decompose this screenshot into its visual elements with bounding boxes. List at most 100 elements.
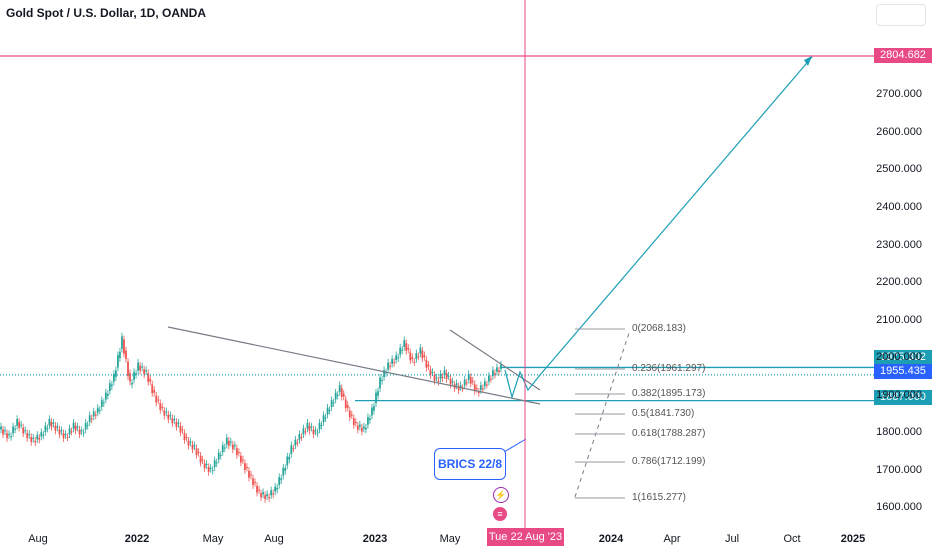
candle-body bbox=[195, 448, 198, 456]
candle-body bbox=[121, 336, 123, 349]
candle-body bbox=[102, 402, 105, 404]
x-tick-label: 2024 bbox=[598, 533, 624, 545]
candle-body bbox=[485, 384, 488, 386]
y-tick-label: 2200.000 bbox=[876, 276, 922, 289]
candle-body bbox=[117, 355, 119, 368]
candle-body bbox=[475, 388, 478, 390]
trendline-short-upper[interactable] bbox=[449, 329, 541, 391]
candle-body bbox=[306, 422, 309, 429]
candle-body bbox=[98, 409, 101, 411]
candle-body bbox=[467, 373, 470, 380]
candle-body bbox=[336, 394, 339, 396]
candle-body bbox=[308, 425, 311, 431]
candle-body bbox=[72, 422, 75, 429]
price-tag-current: 1955.435 bbox=[874, 364, 932, 379]
candle-body bbox=[413, 361, 416, 363]
candle-body bbox=[457, 386, 460, 391]
candle-body bbox=[46, 428, 49, 430]
candle-body bbox=[155, 395, 158, 403]
candle-body bbox=[52, 422, 55, 424]
us-flag-event-icon[interactable]: ≡ bbox=[493, 507, 507, 521]
candle-body bbox=[12, 426, 14, 434]
candle-body bbox=[175, 421, 178, 427]
candle-body bbox=[350, 414, 353, 416]
candle-body bbox=[415, 353, 418, 360]
x-tick-label: Jul bbox=[724, 533, 740, 545]
candle-body bbox=[377, 391, 379, 396]
candle-body bbox=[304, 431, 307, 433]
candle-body bbox=[70, 431, 73, 433]
x-tick-label: May bbox=[202, 533, 224, 545]
candle-body bbox=[278, 477, 281, 485]
candle-body bbox=[217, 452, 220, 460]
fib-level-label: 0.618(1788.287) bbox=[632, 428, 706, 439]
candle-body bbox=[40, 432, 43, 437]
crosshair-date-tag: Tue 22 Aug '23 bbox=[487, 528, 564, 546]
candle-body bbox=[397, 357, 400, 359]
top-right-button[interactable] bbox=[876, 4, 926, 26]
candle-body bbox=[153, 390, 156, 393]
candle-body bbox=[324, 417, 327, 419]
candle-body bbox=[135, 373, 137, 376]
candle-body bbox=[276, 487, 279, 490]
candle-body bbox=[298, 434, 301, 440]
candle-body bbox=[338, 385, 341, 392]
candle-body bbox=[209, 467, 212, 469]
candle-body bbox=[367, 417, 369, 425]
y-tick-label: 2600.000 bbox=[876, 125, 922, 138]
candle-body bbox=[106, 394, 109, 396]
candle-body bbox=[332, 402, 335, 404]
candle-body bbox=[32, 437, 35, 439]
candle-body bbox=[352, 418, 355, 425]
candle-body bbox=[151, 384, 154, 394]
candle-body bbox=[219, 455, 222, 457]
candle-body bbox=[213, 460, 216, 468]
projection-arrowhead bbox=[804, 56, 812, 66]
candle-body bbox=[225, 437, 228, 445]
fib-trend-dashed bbox=[574, 329, 631, 498]
candle-body bbox=[179, 425, 182, 433]
candle-body bbox=[143, 369, 146, 375]
candle-body bbox=[16, 418, 19, 426]
x-tick-label: Oct bbox=[783, 533, 801, 545]
candle-body bbox=[104, 392, 107, 400]
candle-body bbox=[395, 355, 398, 361]
fib-level-label: 1(1615.277) bbox=[632, 492, 686, 503]
candle-body bbox=[108, 383, 111, 392]
candle-body bbox=[282, 467, 285, 476]
lightning-event-icon[interactable]: ⚡ bbox=[493, 487, 509, 503]
candle-body bbox=[360, 427, 363, 432]
candle-body bbox=[191, 444, 194, 450]
candle-body bbox=[80, 430, 83, 432]
candle-body bbox=[248, 470, 250, 478]
candle-body bbox=[42, 434, 45, 436]
candle-body bbox=[330, 400, 333, 407]
projection-arrow-line[interactable] bbox=[539, 56, 813, 376]
candle-body bbox=[231, 444, 234, 450]
candle-body bbox=[435, 377, 438, 379]
brics-annotation[interactable]: BRICS 22/8 bbox=[434, 448, 506, 480]
candle-body bbox=[393, 361, 396, 364]
candle-body bbox=[64, 434, 67, 436]
candle-body bbox=[145, 370, 148, 372]
candle-body bbox=[268, 497, 271, 499]
candle-body bbox=[427, 364, 430, 367]
candle-body bbox=[288, 456, 291, 460]
candle-body bbox=[147, 373, 150, 382]
candle-body bbox=[74, 425, 77, 431]
candle-body bbox=[66, 437, 69, 439]
candle-body bbox=[490, 378, 492, 380]
candle-body bbox=[94, 414, 97, 416]
candle-body bbox=[340, 388, 343, 397]
candle-body bbox=[173, 418, 176, 421]
x-tick-label: 2022 bbox=[124, 533, 150, 545]
candle-body bbox=[496, 367, 498, 372]
candle-body bbox=[78, 429, 81, 435]
trendline-long[interactable] bbox=[167, 326, 541, 405]
y-tick-label: 1600.000 bbox=[876, 501, 922, 514]
candle-body bbox=[115, 370, 117, 377]
projection-zigzag[interactable] bbox=[504, 369, 541, 400]
candle-body bbox=[112, 373, 115, 382]
candle-body bbox=[473, 384, 476, 392]
